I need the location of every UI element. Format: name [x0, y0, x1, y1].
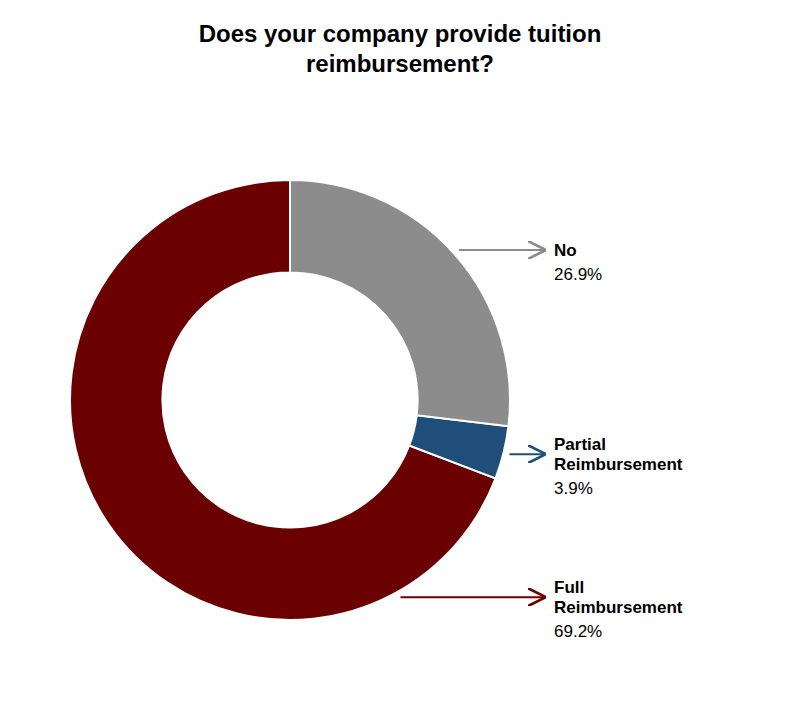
leader-arrow	[509, 453, 544, 455]
data-label: 26.9%	[554, 265, 602, 284]
chart: Does your company provide tuitionreimbur…	[0, 0, 800, 718]
slices	[70, 180, 510, 620]
annotations: FullReimbursement 69.2% PartialReimburseme…	[400, 241, 682, 641]
data-label: 69.2%	[554, 622, 602, 641]
slice-label: No	[554, 241, 577, 260]
title: Does your company provide tuitionreimbur…	[199, 20, 602, 77]
data-label: 3.9%	[554, 479, 593, 498]
slice-label: FullReimbursement	[554, 578, 683, 617]
slice-label: PartialReimbursement	[554, 435, 683, 474]
leader-arrow	[400, 596, 544, 598]
slice	[290, 180, 510, 426]
leader-arrow	[459, 249, 544, 251]
